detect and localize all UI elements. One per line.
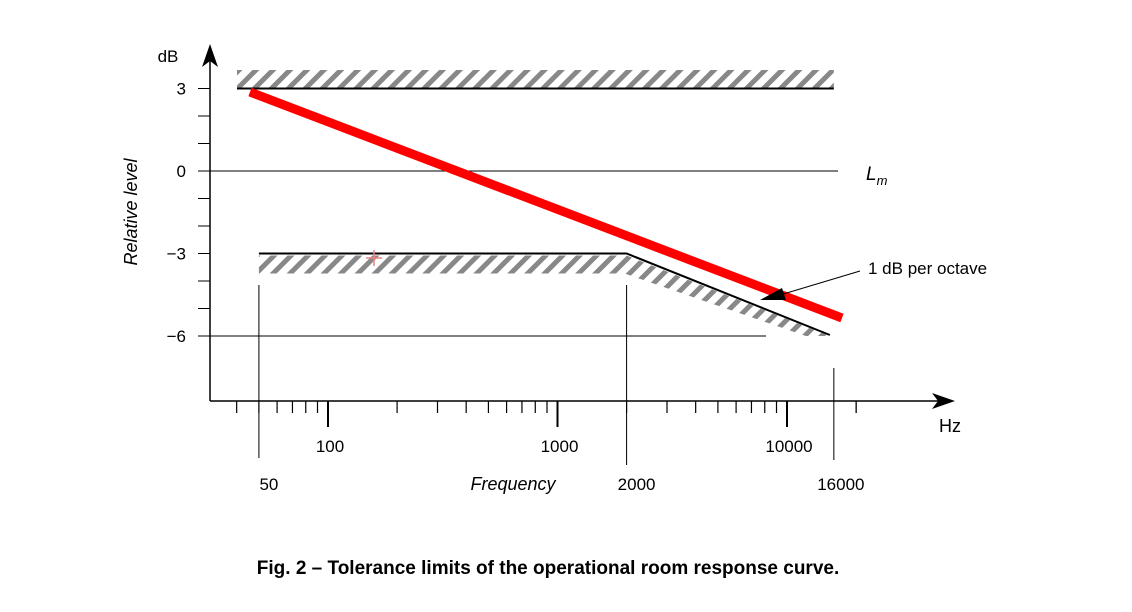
x-tick-label: 10000 [765,437,812,456]
frequency-marker-label: 2000 [618,475,656,494]
caption: Fig. 2 – Tolerance limits of the operati… [257,558,839,579]
x-axis-title: Frequency [470,474,556,494]
slope-annotation: 1 dB per octave [868,259,987,278]
y-tick-label: −3 [167,245,186,264]
crosshair-icon [366,250,382,266]
frequency-marker-label: 16000 [817,475,864,494]
y-tick-label: 3 [177,80,186,99]
x-axis-arrow-icon [932,393,955,409]
upper-tolerance-hatch [237,70,834,88]
x-unit-label: Hz [939,416,961,436]
y-tick-label: 0 [177,162,186,181]
reference-label: Lm [866,164,888,188]
y-axis-arrow-icon [202,44,218,67]
annotation-arrow-icon [760,288,786,300]
y-tick-label: −6 [167,327,186,346]
y-unit-label: dB [158,47,179,66]
reference-label-sub: m [877,173,888,188]
y-axis-title: Relative level [121,157,141,265]
reference-label-main: L [866,164,877,185]
x-tick-label: 100 [316,437,344,456]
lower-tolerance-line [258,252,831,336]
response-curve [248,87,844,323]
lower-tolerance-hatch [258,255,830,336]
annotation-leader [779,270,861,296]
frequency-marker-label: 50 [259,475,278,494]
x-tick-label: 1000 [541,437,579,456]
